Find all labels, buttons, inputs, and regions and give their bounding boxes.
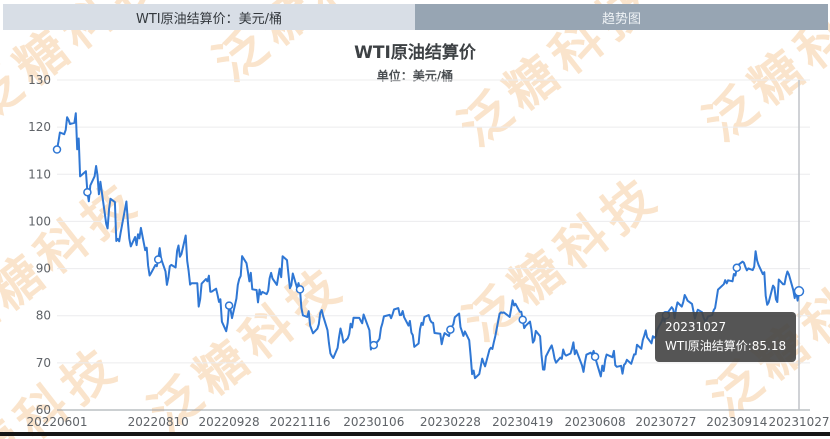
hovered-data-point bbox=[793, 286, 805, 297]
data-point-marker bbox=[295, 285, 305, 294]
y-axis-label: 110 bbox=[28, 167, 51, 181]
y-axis-label: 100 bbox=[28, 214, 51, 228]
bottom-panel-edge bbox=[0, 432, 830, 436]
tab-trend-chart[interactable]: 趋势图 bbox=[415, 4, 828, 30]
price-line-series bbox=[56, 112, 800, 380]
tooltip-value: WTI原油结算价:85.18 bbox=[665, 339, 787, 354]
x-axis-label: 20220810 bbox=[128, 415, 189, 429]
chart-tooltip: 20231027 WTI原油结算价:85.18 bbox=[655, 312, 797, 363]
tooltip-date: 20231027 bbox=[665, 320, 727, 334]
x-axis-label: 20230608 bbox=[565, 415, 626, 429]
data-point-marker bbox=[732, 263, 742, 273]
data-point-marker bbox=[518, 315, 527, 324]
data-point-marker bbox=[590, 352, 600, 362]
data-point-marker bbox=[153, 255, 163, 264]
y-axis-label: 60 bbox=[36, 403, 51, 417]
y-axis-label: 120 bbox=[28, 120, 51, 134]
data-point-marker bbox=[52, 145, 62, 154]
x-axis-label: 20230106 bbox=[343, 415, 404, 429]
data-point-marker bbox=[83, 187, 92, 197]
x-axis-label: 20231027 bbox=[768, 415, 829, 429]
x-axis-label: 20230727 bbox=[635, 415, 696, 429]
y-axis-label: 90 bbox=[36, 262, 51, 276]
x-axis-label: 20230228 bbox=[420, 415, 481, 429]
header-tab-bar: WTI原油结算价：美元/桶 趋势图 bbox=[3, 4, 828, 30]
y-axis-label: 80 bbox=[36, 309, 51, 323]
x-axis-label: 20230914 bbox=[706, 415, 767, 429]
x-axis-label: 20220928 bbox=[199, 415, 260, 429]
x-axis-label: 20230419 bbox=[492, 415, 553, 429]
chart-title: WTI原油结算价 bbox=[354, 43, 476, 63]
y-axis-label: 70 bbox=[36, 356, 51, 370]
data-point-marker bbox=[446, 325, 455, 334]
tab-price-title[interactable]: WTI原油结算价：美元/桶 bbox=[3, 4, 415, 30]
data-point-marker bbox=[369, 340, 379, 350]
data-point-marker bbox=[224, 301, 234, 310]
x-axis-label: 20220601 bbox=[26, 415, 87, 429]
x-axis-label: 20221116 bbox=[269, 415, 330, 429]
y-axis-label: 130 bbox=[28, 73, 51, 87]
